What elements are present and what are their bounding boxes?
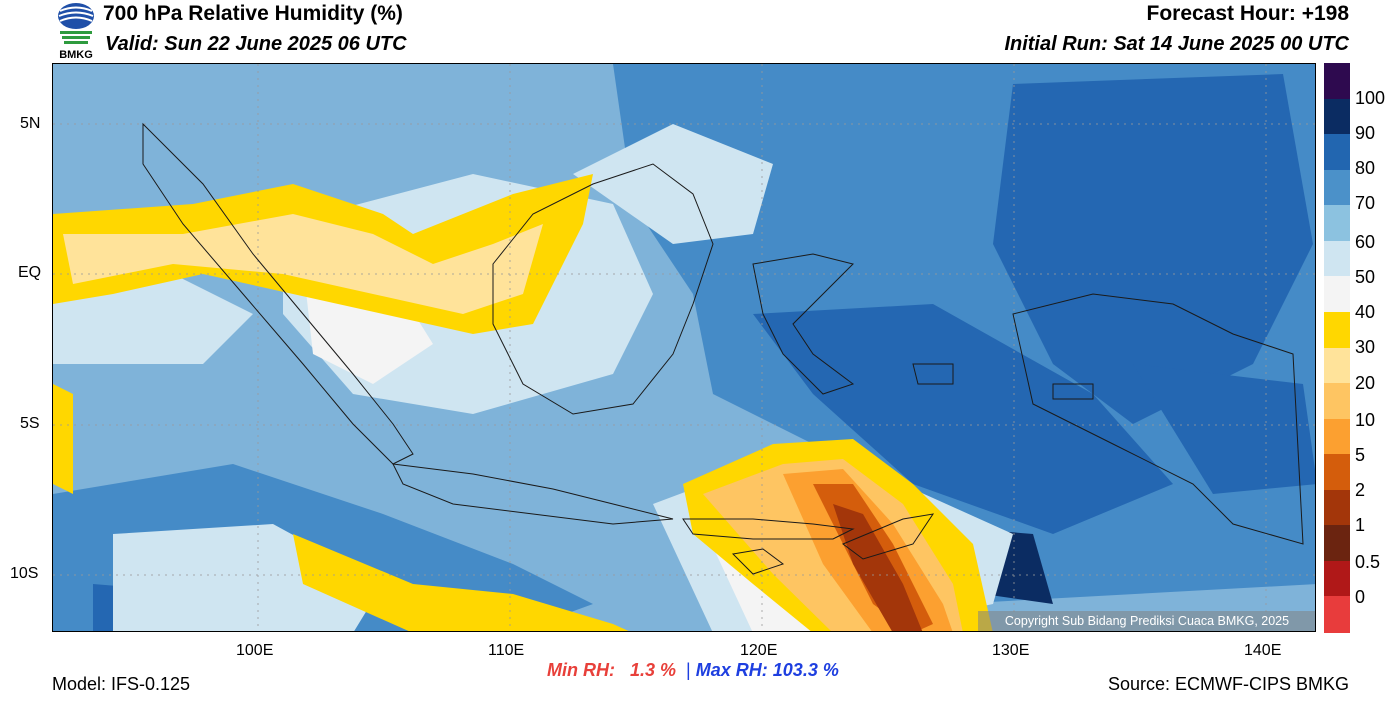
colorbar-swatch (1324, 560, 1350, 597)
colorbar-label-80: 80 (1355, 158, 1376, 178)
colorbar-swatch (1324, 240, 1350, 277)
lat-tick-10s: 10S (10, 565, 39, 582)
max-rh-value: 103.3 % (772, 660, 839, 680)
max-rh-label: Max RH: (695, 660, 768, 680)
lat-tick-eq: EQ (18, 264, 42, 281)
copyright-notice: Copyright Sub Bidang Prediksi Cuaca BMKG… (978, 611, 1315, 631)
colorbar-label-10: 10 (1355, 410, 1376, 430)
bmkg-logo: BMKG (52, 2, 100, 61)
colorbar-label-70: 70 (1355, 193, 1376, 213)
stats-separator: | (686, 660, 691, 680)
lat-tick-5n: 5N (20, 115, 41, 132)
very-dry-regions (53, 174, 993, 631)
colorbar-swatch (1324, 596, 1350, 633)
colorbar-swatch (1324, 98, 1350, 135)
initial-run: Initial Run: Sat 14 June 2025 00 UTC (1004, 33, 1349, 55)
lat-tick-5s: 5S (20, 415, 40, 432)
colorbar-swatch (1324, 454, 1350, 491)
lon-tick-110e: 110E (488, 642, 525, 659)
colorbar-label-5: 5 (1355, 445, 1366, 465)
colorbar-label-90: 90 (1355, 123, 1376, 143)
colorbar-label-20: 20 (1355, 373, 1376, 393)
colorbar-label-60: 60 (1355, 232, 1376, 252)
colorbar-label-40: 40 (1355, 302, 1376, 322)
lon-tick-130e: 130E (992, 642, 1030, 659)
min-rh-label: Min RH: (547, 660, 615, 680)
colorbar-swatch (1324, 525, 1350, 562)
humidity-map: Copyright Sub Bidang Prediksi Cuaca BMKG… (52, 63, 1316, 632)
model-name: Model: IFS-0.125 (52, 674, 191, 694)
colorbar-label-0: 0 (1355, 587, 1366, 607)
min-max-stats: Min RH: 1.3 % | Max RH: 103.3 % (547, 660, 839, 681)
colorbar-label-1: 1 (1355, 515, 1366, 535)
colorbar-swatch (1324, 169, 1350, 206)
chart-title: 700 hPa Relative Humidity (%) (103, 2, 403, 25)
forecast-hour: Forecast Hour: +198 (1146, 2, 1350, 25)
colorbar-label-0-5: 0.5 (1355, 552, 1381, 572)
data-source: Source: ECMWF-CIPS BMKG (1107, 674, 1349, 694)
coastlines (142, 122, 1304, 575)
colorbar-swatch (1324, 489, 1350, 526)
colorbar-label-2: 2 (1355, 480, 1366, 500)
colorbar-swatch (1324, 311, 1350, 348)
colorbar-swatch (1324, 134, 1350, 171)
graticule (53, 64, 1315, 631)
valid-time: Valid: Sun 22 June 2025 06 UTC (105, 33, 407, 55)
min-rh-value: 1.3 % (630, 660, 677, 680)
colorbar-swatch (1324, 383, 1350, 420)
colorbar-swatch (1324, 205, 1350, 242)
colorbar-swatch (1324, 63, 1350, 100)
colorbar-swatch (1324, 276, 1350, 313)
lon-tick-140e: 140E (1244, 642, 1282, 659)
lon-tick-120e: 120E (740, 642, 778, 659)
colorbar-swatch (1324, 418, 1350, 455)
colorbar-label-50: 50 (1355, 267, 1376, 287)
colorbar-label-30: 30 (1355, 337, 1376, 357)
logo-text: BMKG (59, 49, 93, 60)
colorbar-label-100: 100 (1355, 88, 1386, 108)
colorbar-swatch (1324, 347, 1350, 384)
lon-tick-100e: 100E (236, 642, 274, 659)
